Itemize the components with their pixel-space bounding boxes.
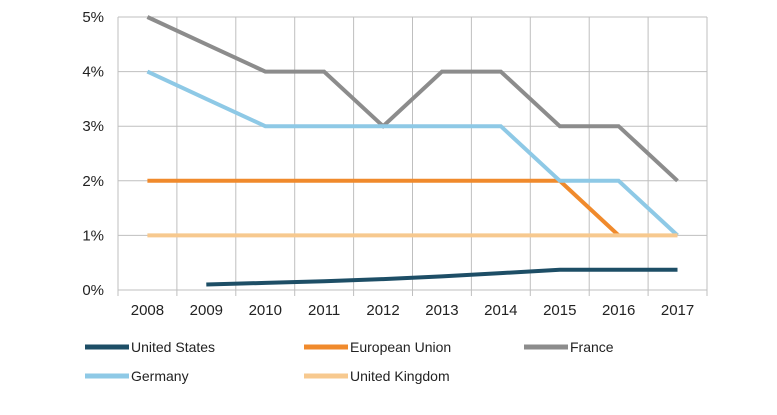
legend-label-united-states: United States	[131, 339, 215, 355]
y-tick-label: 2%	[82, 173, 104, 190]
x-tick-label: 2014	[484, 302, 517, 319]
axes: 0% 1% 2% 3% 4% 5% 2008 2009 2010 2011 2012 2013 2014…	[82, 9, 694, 319]
y-tick-label: 4%	[82, 64, 104, 81]
legend-label-european-union: European Union	[350, 339, 451, 355]
series-line-united-states	[206, 267, 678, 287]
legend-label-united-kingdom: United Kingdom	[350, 368, 450, 384]
x-tick-label: 2016	[602, 302, 635, 319]
legend: United States European Union France Germany…	[85, 339, 614, 384]
series-lines	[146, 15, 679, 287]
gridlines	[117, 16, 708, 296]
y-tick-label: 1%	[82, 227, 104, 244]
x-tick-label: 2015	[543, 302, 576, 319]
x-tick-label: 2009	[190, 302, 223, 319]
series-line-france	[146, 15, 679, 183]
x-tick-label: 2010	[249, 302, 282, 319]
y-tick-label: 5%	[82, 9, 104, 26]
x-tick-label: 2012	[366, 302, 399, 319]
legend-label-germany: Germany	[131, 368, 189, 384]
y-tick-label: 3%	[82, 118, 104, 135]
x-tick-label: 2017	[661, 302, 694, 319]
legend-label-france: France	[570, 339, 614, 355]
x-tick-label: 2013	[425, 302, 458, 319]
x-tick-label: 2011	[308, 302, 340, 319]
series-line-european-union	[147, 178, 620, 237]
series-line-germany	[146, 69, 679, 237]
y-tick-label: 0%	[82, 282, 104, 299]
x-tick-label: 2008	[131, 302, 164, 319]
